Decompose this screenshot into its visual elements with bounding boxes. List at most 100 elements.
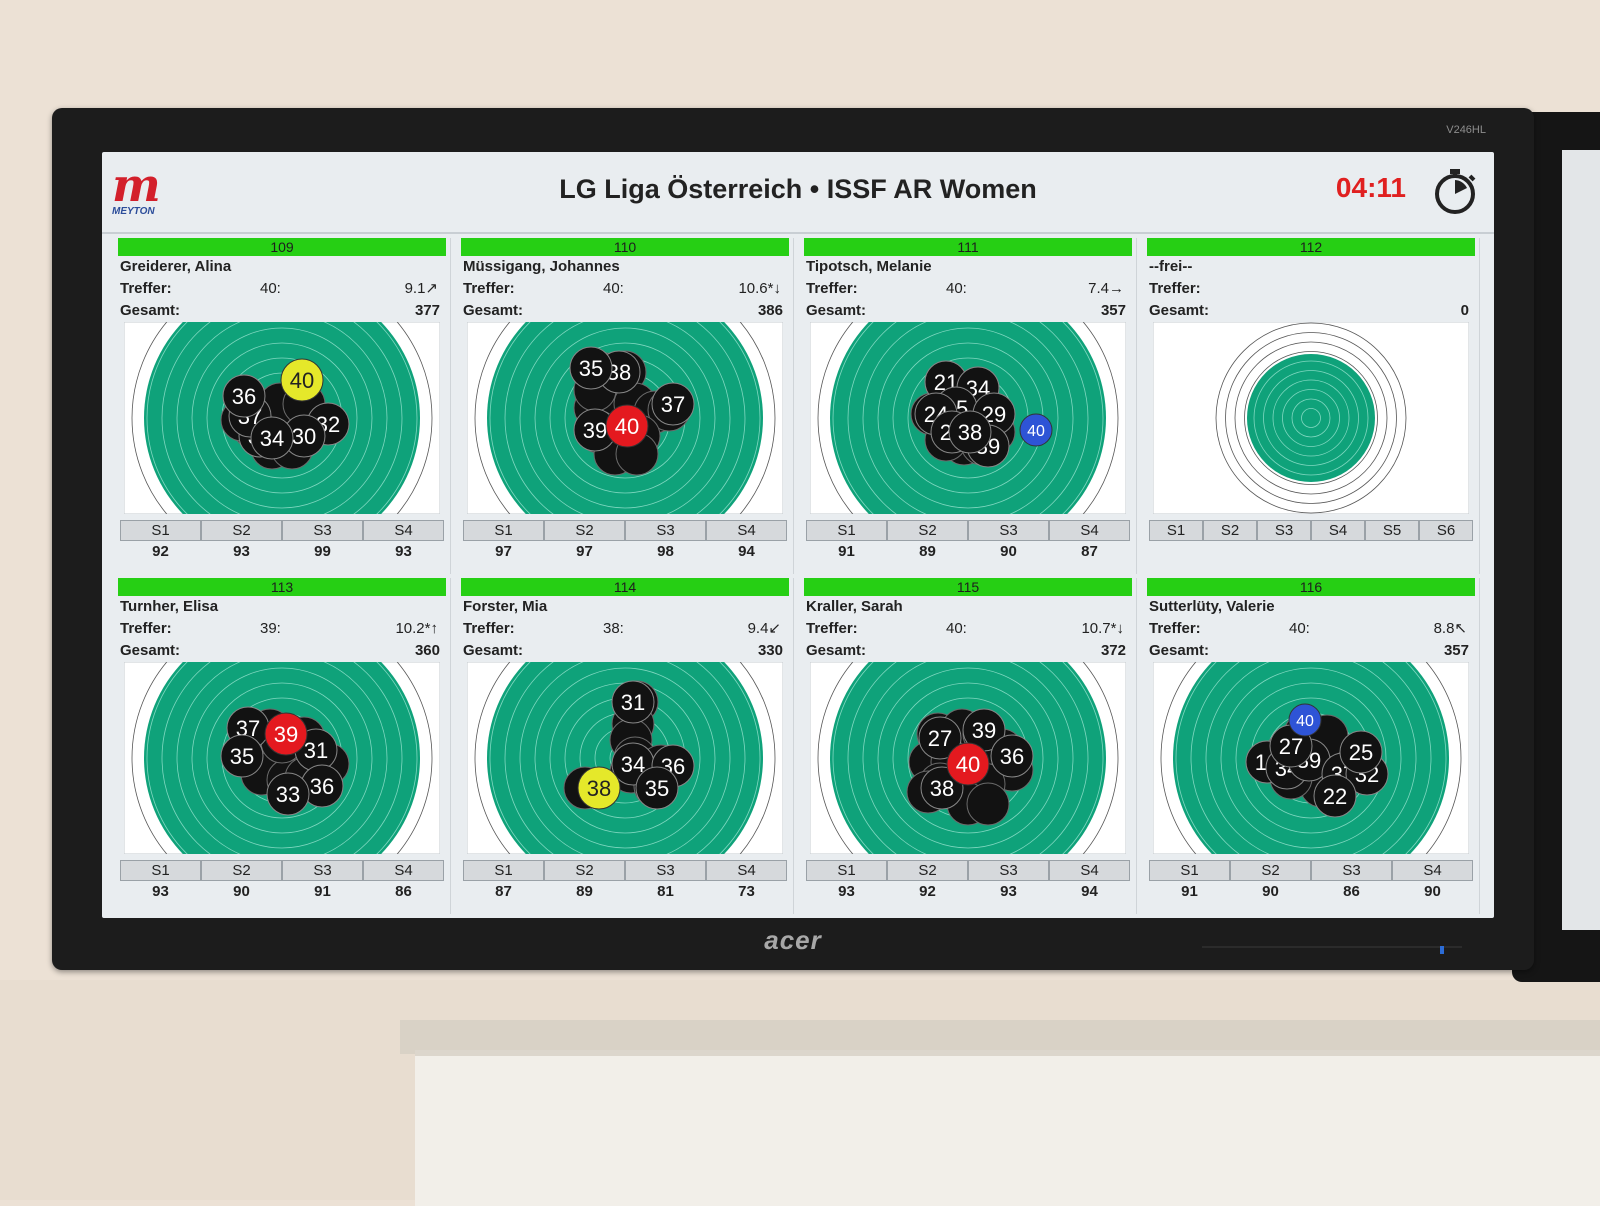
- target-ring: [519, 322, 731, 514]
- last-shot: 10.2*↑: [395, 620, 438, 637]
- last-shot-number: 40: [1296, 713, 1314, 730]
- treffer-label: Treffer:: [120, 620, 172, 637]
- shot-number: 37: [661, 392, 685, 417]
- shot-marker: [220, 734, 264, 778]
- shot-marker: [635, 766, 679, 810]
- shooter-name: Greiderer, Alina: [120, 258, 232, 275]
- series-value: 94: [1081, 883, 1098, 900]
- series-value: 99: [314, 543, 331, 560]
- treffer-row: Treffer: 40: 10.6*↓: [463, 278, 787, 300]
- treffer-label: Treffer:: [806, 280, 858, 297]
- shooter-info: Sutterlüty, Valerie Treffer: 40: 8.8↖ Gesamt…: [1143, 596, 1479, 662]
- series-value: [1149, 541, 1203, 563]
- target-ring: [1301, 408, 1321, 428]
- series-label: S3: [1257, 520, 1311, 541]
- series-label: S2: [1203, 520, 1257, 541]
- monitor: V246HL m MEYTON LG Liga Österreich • ISS…: [52, 108, 1534, 970]
- gesamt-label: Gesamt:: [1149, 302, 1210, 319]
- shooting-target: [1153, 322, 1469, 514]
- series-label: S2: [201, 520, 282, 541]
- target-ring: [1175, 662, 1447, 854]
- series-label: S3: [282, 860, 363, 881]
- shot-number: 36: [310, 774, 334, 799]
- lanes-grid: 109 Greiderer, Alina Treffer: 40: 9.1↗ Gesamt…: [114, 238, 1486, 914]
- shot-number: 36: [232, 384, 256, 409]
- series-value: 73: [738, 883, 755, 900]
- shot-marker: [1339, 730, 1383, 774]
- shot-number: 31: [621, 690, 645, 715]
- target-ring: [1272, 379, 1350, 457]
- target-ring: [504, 662, 746, 854]
- last-shot-marker: [280, 358, 324, 402]
- series-value: [1419, 541, 1473, 563]
- total-score: 357: [1443, 642, 1469, 659]
- gesamt-row: Gesamt: 372: [806, 640, 1130, 662]
- series-cell: S5: [1365, 520, 1419, 563]
- lane-number: 109: [118, 238, 446, 256]
- target-ring: [877, 327, 1059, 509]
- last-shot-number: 40: [615, 414, 639, 439]
- series-value: 97: [495, 543, 512, 560]
- lane-number: 110: [461, 238, 789, 256]
- series-cell: S1 92: [120, 520, 201, 563]
- target-ring: [161, 662, 403, 854]
- series-scores: S1 91 S2 89 S3 90 S4 87: [806, 520, 1130, 563]
- shot-number: 35: [579, 356, 603, 381]
- series-cell: S2 93: [201, 520, 282, 563]
- treffer-row: Treffer: 38: 9.4↙: [463, 618, 787, 640]
- target-ring: [146, 662, 418, 854]
- target-ring: [131, 322, 433, 514]
- series-cell: S1 87: [463, 860, 544, 903]
- gesamt-row: Gesamt: 386: [463, 300, 787, 322]
- shooter-info: Forster, Mia Treffer: 38: 9.4↙ Gesamt: 330: [457, 596, 793, 662]
- target-ring: [1225, 332, 1397, 504]
- gesamt-label: Gesamt:: [806, 642, 867, 659]
- shot-count: 40:: [603, 280, 624, 297]
- series-cell: S3 86: [1311, 860, 1392, 903]
- target-ring: [474, 662, 776, 854]
- target-ring: [206, 682, 358, 834]
- target-ring: [191, 667, 373, 849]
- shooter-name: Kraller, Sarah: [806, 598, 903, 615]
- last-shot: 10.6*↓: [738, 280, 781, 297]
- series-value: 91: [314, 883, 331, 900]
- total-score: 357: [1100, 302, 1126, 319]
- series-label: S1: [1149, 520, 1203, 541]
- series-scores: S1 91 S2 90 S3 86 S4 90: [1149, 860, 1473, 903]
- series-cell: S2: [1203, 520, 1257, 563]
- scoreboard-screen: m MEYTON LG Liga Österreich • ISSF AR Wo…: [102, 152, 1494, 918]
- target-ring: [832, 662, 1104, 854]
- series-cell: S4 87: [1049, 520, 1130, 563]
- gesamt-label: Gesamt:: [120, 302, 181, 319]
- series-value: 91: [838, 543, 855, 560]
- shot-number: 39: [972, 718, 996, 743]
- series-label: S3: [1311, 860, 1392, 881]
- target-ring: [862, 322, 1074, 514]
- series-label: S1: [120, 520, 201, 541]
- gesamt-row: Gesamt: 357: [1149, 640, 1473, 662]
- series-value: 93: [233, 543, 250, 560]
- monitor-buttons: [1202, 946, 1462, 948]
- series-value: [1365, 541, 1419, 563]
- last-shot: 9.1↗: [404, 280, 438, 297]
- shooter-info: Turnher, Elisa Treffer: 39: 10.2*↑ Gesamt: 36…: [114, 596, 450, 662]
- last-shot-number: 40: [956, 752, 980, 777]
- target-ring: [1253, 360, 1369, 476]
- shooter-name: Tipotsch, Melanie: [806, 258, 932, 275]
- shooter-info: Greiderer, Alina Treffer: 40: 9.1↗ Gesamt: 37…: [114, 256, 450, 322]
- treffer-label: Treffer:: [806, 620, 858, 637]
- lane-114: 114 Forster, Mia Treffer: 38: 9.4↙ Gesamt: 330…: [457, 578, 794, 914]
- series-label: S4: [706, 520, 787, 541]
- target-ring: [206, 342, 358, 494]
- series-cell: S4 86: [363, 860, 444, 903]
- shot-count: 40:: [1289, 620, 1310, 637]
- target-ring: [1291, 398, 1331, 438]
- series-value: 94: [738, 543, 755, 560]
- shot-number: 39: [583, 418, 607, 443]
- series-label: S6: [1419, 520, 1473, 541]
- shot-number: 31: [304, 738, 328, 763]
- lane-116: 116 Sutterlüty, Valerie Treffer: 40: 8.8↖ Ges…: [1143, 578, 1480, 914]
- target-ring: [534, 327, 716, 509]
